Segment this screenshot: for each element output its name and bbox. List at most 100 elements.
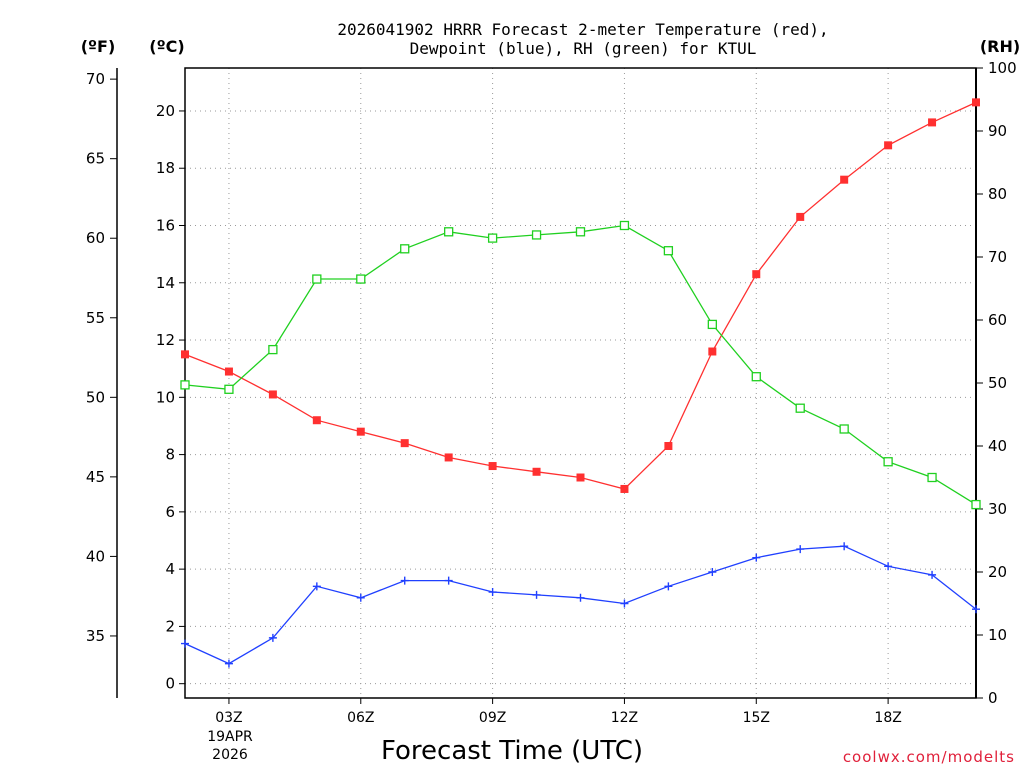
2-meter-temperature-point-20z — [972, 98, 980, 107]
2-meter-temperature-point-13z — [664, 442, 673, 450]
rh-tick-label-100: 100 — [988, 59, 1017, 77]
rh-tick-label-0: 0 — [988, 689, 998, 707]
chart-title-line-2: Dewpoint (blue), RH (green) for KTUL — [410, 39, 757, 58]
credit-link[interactable]: coolwx.com/modelts — [843, 748, 1015, 766]
data-series — [180, 98, 981, 668]
x-tick-label-06Z: 06Z — [347, 710, 374, 726]
2-meter-temperature-point-3z — [224, 367, 233, 376]
rh-point-17z — [839, 424, 849, 434]
2-meter-temperature-point-17z — [840, 175, 849, 184]
rh-axis-header: (RH) — [980, 37, 1020, 56]
celsius-tick-label-20: 20 — [156, 102, 175, 120]
x-tick-label-15Z: 15Z — [743, 710, 770, 726]
rh-tick-label-90: 90 — [988, 122, 1007, 140]
fahrenheit-tick-label-35: 35 — [86, 627, 105, 645]
fahrenheit-tick-label-55: 55 — [86, 309, 105, 327]
2-meter-temperature-point-4z — [268, 390, 277, 399]
2-meter-temperature-line — [184, 101, 977, 490]
dewpoint-point-15z — [752, 553, 761, 562]
celsius-tick-label-6: 6 — [165, 503, 175, 521]
dewpoint-point-13z — [664, 582, 673, 591]
celsius-tick-label-12: 12 — [156, 331, 175, 349]
dewpoint-point-10z — [532, 590, 541, 599]
dewpoint-point-16z — [796, 545, 805, 554]
rh-line — [184, 224, 977, 506]
2-meter-temperature-point-2z — [181, 350, 189, 359]
2-meter-temperature-point-7z — [400, 439, 409, 448]
2-meter-temperature-point-11z — [576, 473, 585, 482]
celsius-tick-label-14: 14 — [156, 274, 175, 292]
fahrenheit-tick-label-50: 50 — [86, 388, 105, 406]
dewpoint-point-4z — [268, 633, 277, 642]
rh-point-18z — [883, 457, 893, 467]
rh-tick-label-40: 40 — [988, 437, 1007, 455]
rh-tick-label-60: 60 — [988, 311, 1007, 329]
celsius-tick-label-2: 2 — [165, 617, 175, 635]
x-tick-label-18Z: 18Z — [874, 710, 901, 726]
rh-tick-label-20: 20 — [988, 563, 1007, 581]
fahrenheit-tick-label-60: 60 — [86, 229, 105, 247]
fahrenheit-axis-header: (ºF) — [81, 37, 116, 56]
fahrenheit-tick-label-40: 40 — [86, 547, 105, 565]
2-meter-temperature-point-16z — [796, 212, 805, 221]
dewpoint-point-12z — [620, 599, 629, 608]
dewpoint-point-18z — [884, 562, 893, 571]
plot-frame — [184, 67, 977, 699]
rh-point-15z — [751, 372, 761, 382]
dewpoint-point-2z — [181, 639, 189, 648]
dewpoint-point-8z — [444, 576, 453, 585]
2-meter-temperature-point-9z — [488, 462, 497, 471]
2-meter-temperature-point-18z — [884, 141, 893, 150]
celsius-tick-label-10: 10 — [156, 388, 175, 406]
dewpoint-point-19z — [928, 570, 937, 579]
dewpoint-point-17z — [840, 542, 849, 551]
rh-point-10z — [531, 230, 542, 240]
fahrenheit-tick-label-65: 65 — [86, 150, 105, 168]
rh-point-11z — [575, 227, 586, 237]
celsius-axis-header: (ºC) — [149, 37, 184, 56]
dewpoint-point-14z — [708, 568, 717, 576]
2-meter-temperature-point-15z — [752, 270, 761, 279]
2-meter-temperature-point-8z — [444, 453, 453, 462]
dewpoint-point-7z — [400, 576, 409, 585]
rh-point-5z — [312, 274, 322, 284]
dewpoint-point-20z — [972, 605, 980, 614]
fahrenheit-tick-label-45: 45 — [86, 468, 105, 486]
x-tick-label-09Z: 09Z — [479, 710, 506, 726]
2-meter-temperature-point-6z — [356, 427, 365, 436]
celsius-tick-label-16: 16 — [156, 217, 175, 235]
date-label-day: 19APR — [207, 729, 253, 745]
rh-point-14z — [707, 319, 717, 330]
celsius-tick-label-4: 4 — [165, 560, 175, 578]
rh-tick-label-50: 50 — [988, 374, 1007, 392]
rh-tick-label-30: 30 — [988, 500, 1007, 518]
fahrenheit-tick-label-70: 70 — [86, 70, 105, 88]
rh-point-20z — [971, 499, 981, 510]
grid-lines — [185, 68, 976, 698]
rh-point-6z — [356, 274, 366, 284]
2-meter-temperature-point-12z — [620, 484, 629, 493]
rh-tick-label-70: 70 — [988, 248, 1007, 266]
rh-tick-label-80: 80 — [988, 185, 1007, 203]
rh-point-4z — [268, 344, 278, 355]
x-tick-label-03Z: 03Z — [215, 710, 242, 726]
celsius-tick-label-0: 0 — [165, 675, 175, 693]
dewpoint-point-6z — [356, 593, 365, 602]
dewpoint-line — [184, 545, 977, 665]
x-tick-label-12Z: 12Z — [611, 710, 638, 726]
rh-point-16z — [795, 403, 805, 413]
rh-point-2z — [180, 380, 190, 390]
rh-point-7z — [400, 244, 410, 254]
2-meter-temperature-point-19z — [928, 118, 937, 127]
chart-title-line-1: 2026041902 HRRR Forecast 2-meter Tempera… — [337, 20, 828, 39]
rh-point-9z — [487, 233, 498, 243]
dewpoint-point-9z — [488, 588, 497, 597]
rh-point-8z — [444, 227, 454, 237]
date-label-year: 2026 — [212, 747, 248, 763]
x-axis-title: Forecast Time (UTC) — [381, 736, 643, 766]
2-meter-temperature-point-10z — [532, 467, 541, 476]
axis-ticks: 03Z 06Z 09Z 12Z 15Z 18Z 0 2 4 6 8 10 12 14 16 18 20 35 40 4… — [86, 59, 1017, 726]
rh-tick-label-10: 10 — [988, 626, 1007, 644]
celsius-tick-label-8: 8 — [165, 446, 175, 464]
